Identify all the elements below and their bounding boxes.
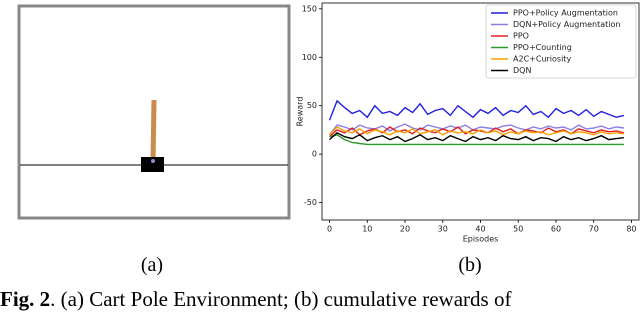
legend-entry: PPO+Counting — [513, 43, 572, 52]
x-tick-label: 80 — [626, 225, 636, 234]
x-axis-label: Episodes — [463, 235, 499, 244]
y-tick-label: -50 — [304, 198, 317, 207]
y-tick-label: 0 — [312, 150, 317, 159]
legend-entry: A2C+Curiosity — [513, 55, 571, 64]
x-tick-label: 30 — [438, 225, 448, 234]
cart — [141, 157, 164, 172]
pole — [150, 99, 157, 163]
x-tick-label: 10 — [362, 225, 372, 234]
x-tick-label: 0 — [327, 225, 332, 234]
y-tick-label: 100 — [302, 53, 317, 62]
x-tick-label: 60 — [551, 225, 561, 234]
x-tick-label: 40 — [475, 225, 485, 234]
y-axis-label: Reward — [296, 97, 305, 127]
series-line — [329, 131, 624, 143]
caption-label: Fig. 2 — [0, 287, 51, 311]
legend-entry: DQN — [513, 66, 531, 75]
series-line — [329, 134, 624, 146]
legend-entry: PPO — [513, 32, 529, 41]
x-tick-label: 20 — [400, 225, 410, 234]
axle — [151, 159, 155, 163]
panel-label: (a) — [140, 254, 164, 276]
series-line — [328, 123, 624, 136]
y-tick-label: 50 — [307, 101, 317, 110]
x-tick-label: 70 — [589, 225, 599, 234]
series-line — [328, 126, 624, 136]
x-tick-label: 50 — [513, 225, 523, 234]
panel-label: (b) — [458, 254, 482, 276]
cartpole-environment — [17, 4, 291, 220]
legend-entry: DQN+Policy Augmentation — [513, 20, 620, 29]
y-tick-label: 150 — [302, 4, 317, 13]
caption-text: . (a) Cart Pole Environment; (b) cumulat… — [50, 287, 512, 311]
legend-box — [485, 4, 637, 79]
caption: Fig. 2. (a) Cart Pole Environment; (b) c… — [0, 287, 511, 312]
legend-entry: PPO+Policy Augmentation — [513, 9, 618, 18]
series-line — [328, 99, 625, 121]
reward-chart: -50 0 50 100 150 0 10 20 30 40 50 60 70 80 Episodes Rew… — [296, 2, 640, 244]
